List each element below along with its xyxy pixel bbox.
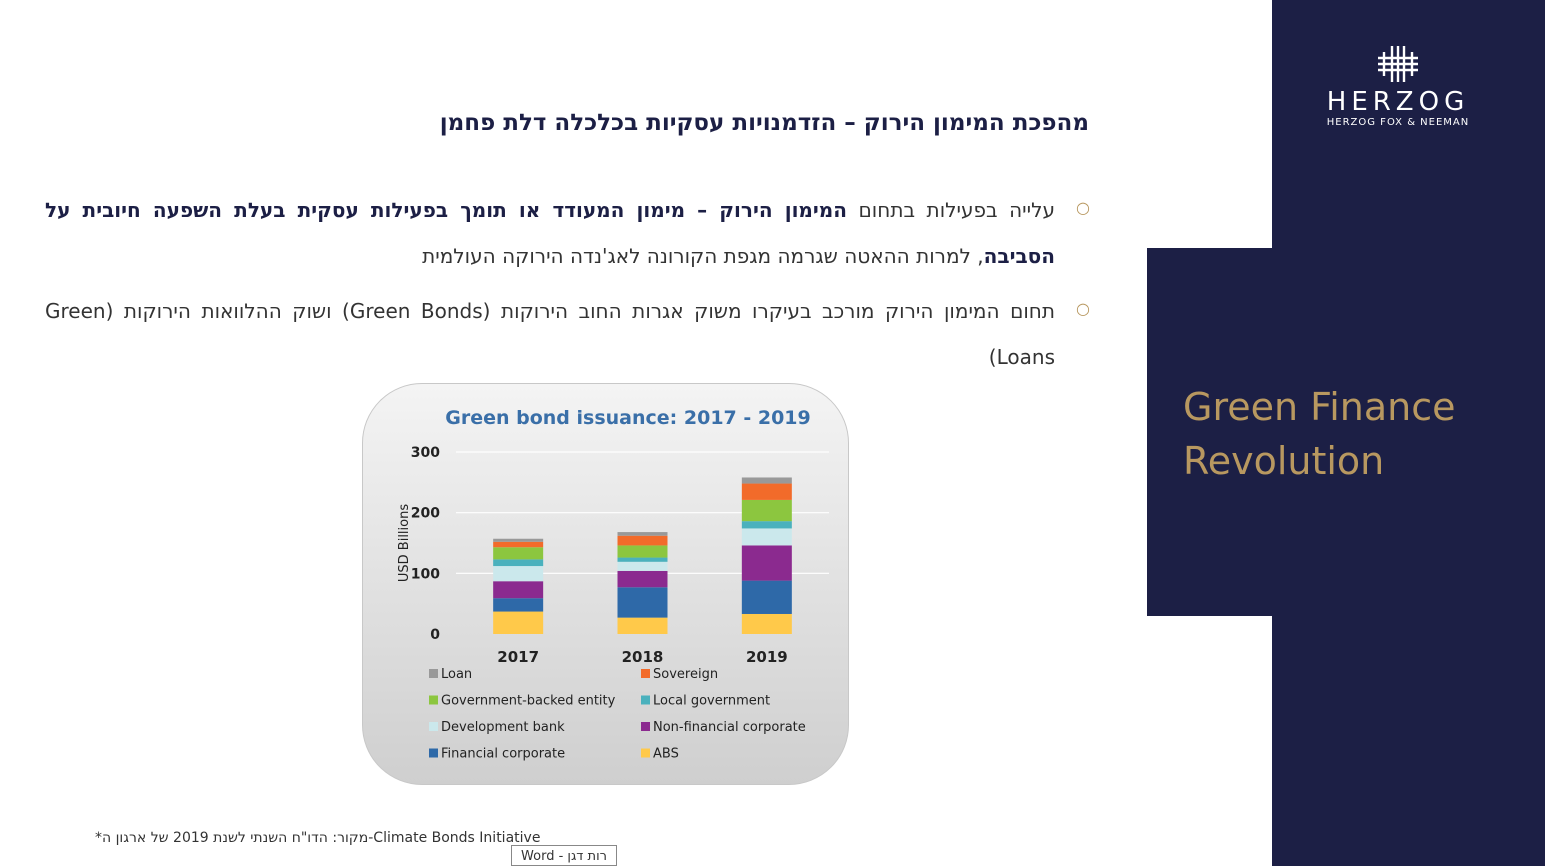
bar-segment — [493, 598, 544, 612]
brand-panel — [1272, 0, 1545, 866]
y-tick-label: 0 — [430, 627, 440, 643]
x-tick-label: 2017 — [497, 648, 539, 666]
bar-segment — [741, 499, 792, 522]
bar-segment — [617, 545, 668, 558]
x-tick-label: 2019 — [746, 648, 788, 666]
bullet-1: עלייה בפעילות בתחום המימון הירוק – מימון… — [45, 187, 1055, 279]
bar-segment — [741, 521, 792, 529]
bar-segment — [617, 617, 668, 634]
legend-swatch — [429, 669, 438, 678]
bar-segment — [741, 580, 792, 614]
brand-name: HERZOG — [1326, 87, 1470, 117]
legend-label: ABS — [653, 747, 679, 762]
bar-segment — [493, 541, 544, 548]
legend-swatch — [641, 748, 650, 758]
legend-label: Non-financial corporate — [653, 720, 806, 735]
legend-swatch — [429, 695, 438, 705]
bar-segment — [617, 587, 668, 618]
legend-swatch — [429, 748, 438, 758]
bullet-2: תחום המימון הירוק מורכב בעיקרו משוק אגרו… — [45, 299, 1055, 369]
legend-label: Financial corporate — [441, 747, 565, 762]
y-axis-label: USD Billions — [397, 504, 412, 582]
legend-label: Sovereign — [653, 667, 718, 682]
legend-swatch — [429, 722, 438, 731]
legend-swatch — [641, 722, 650, 731]
legend-swatch — [641, 669, 650, 678]
slide-title: מהפכת המימון הירוק – הזדמנויות עסקיות בכ… — [439, 110, 1089, 136]
bar-segment — [493, 547, 544, 560]
section-title-line2: Revolution — [1183, 439, 1385, 483]
bar-segment — [617, 570, 668, 588]
chart-title: Green bond issuance: 2017 - 2019 — [445, 407, 811, 429]
bullet-1-bold: המימון הירוק – מימון המעודד או תומך בפעי… — [45, 198, 1055, 268]
bar-segment — [617, 561, 668, 571]
legend-swatch — [641, 695, 650, 705]
bar-segment — [741, 528, 792, 546]
bullet-1-post: , למרות ההאטה שגרמה מגפת הקורונה לאג'נדה… — [422, 244, 984, 268]
comment-author-tag[interactable]: Word - רות דגן — [511, 845, 617, 866]
bar-segment — [493, 611, 544, 634]
y-tick-label: 100 — [411, 566, 440, 582]
title-panel — [1147, 248, 1273, 616]
bar-segment — [741, 545, 792, 581]
chart-svg: Green bond issuance: 2017 - 2019 0 100 200 3… — [397, 407, 829, 762]
bar-segment — [741, 613, 792, 634]
x-tick-label: 2018 — [622, 648, 664, 666]
legend-label: Local government — [653, 694, 770, 709]
bar-segment — [741, 477, 792, 484]
bar-segment — [617, 535, 668, 546]
bar-segment — [493, 566, 544, 582]
bar-segment — [617, 532, 668, 536]
legend-label: Government-backed entity — [441, 694, 616, 709]
bar-segment — [617, 557, 668, 562]
bullet-circle-icon: ○ — [1076, 198, 1090, 217]
bar-segment — [493, 538, 544, 542]
bullet-circle-icon: ○ — [1076, 299, 1090, 318]
herzog-logo: HERZOG HERZOG FOX & NEEMAN — [1300, 44, 1496, 128]
bar-segment — [741, 483, 792, 500]
logo-mark-icon — [1378, 46, 1418, 82]
bullet-1-pre: עלייה בפעילות בתחום — [847, 198, 1055, 222]
brand-subtitle: HERZOG FOX & NEEMAN — [1326, 117, 1470, 128]
legend-label: Loan — [441, 667, 472, 682]
green-bond-chart: Green bond issuance: 2017 - 2019 0 100 200 3… — [362, 383, 849, 785]
y-tick-label: 200 — [411, 506, 440, 522]
section-title: Green Finance Revolution — [1183, 380, 1513, 488]
legend-label: Development bank — [441, 720, 565, 735]
source-footnote: *מקור: הדו"ח השנתי לשנת 2019 של ארגון ה-… — [95, 830, 541, 846]
bar-segment — [493, 581, 544, 599]
y-tick-label: 300 — [411, 445, 440, 461]
bar-segment — [493, 559, 544, 567]
section-title-line1: Green Finance — [1183, 385, 1456, 429]
